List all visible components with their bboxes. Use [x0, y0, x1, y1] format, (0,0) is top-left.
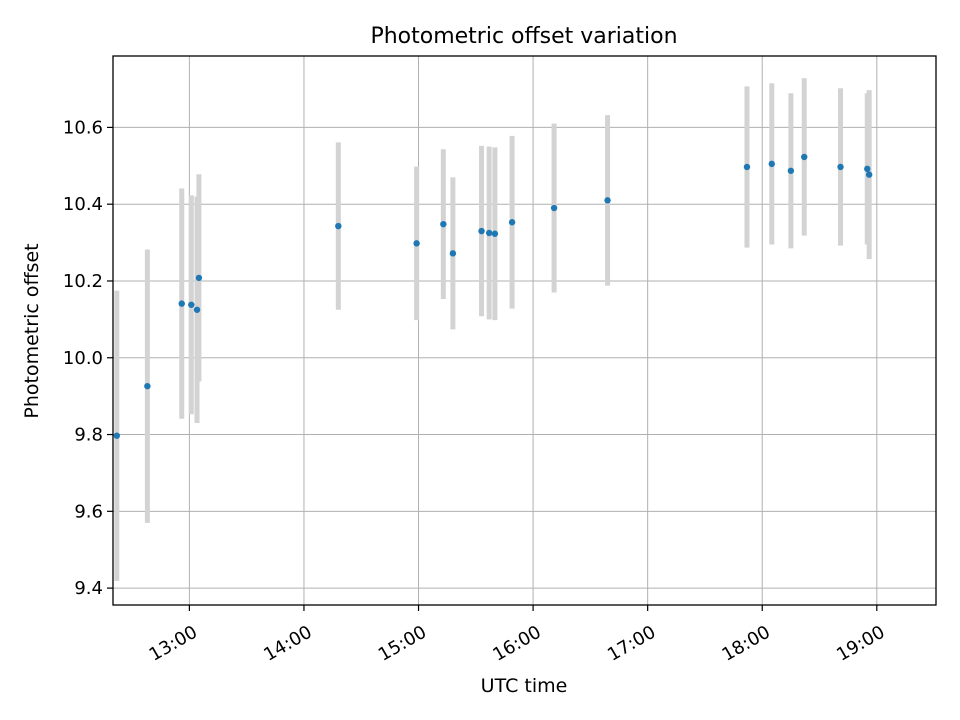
y-tick-label: 10.4 — [63, 194, 103, 215]
data-point — [508, 219, 516, 226]
data-point — [144, 382, 151, 390]
y-axis-ticks: 9.4 9.6 9.8 10.0 10.2 10.4 10.6 — [63, 117, 113, 599]
y-axis-label: Photometric offset — [21, 243, 43, 418]
data-point — [491, 230, 499, 237]
data-point — [440, 220, 447, 228]
data-point — [449, 250, 457, 257]
data-point — [550, 204, 558, 212]
data-point — [787, 167, 795, 174]
y-tick-label: 10.6 — [63, 117, 103, 138]
y-tick-label: 9.4 — [74, 578, 103, 599]
data-point — [768, 160, 775, 168]
y-tick-label: 10.0 — [63, 348, 103, 369]
data-point — [188, 301, 195, 308]
data-point — [485, 229, 493, 237]
data-point — [837, 163, 844, 171]
data-point — [478, 227, 485, 235]
data-point — [413, 240, 420, 247]
y-tick-label: 9.8 — [74, 425, 103, 446]
y-tick-label: 10.2 — [63, 271, 103, 292]
data-point — [113, 432, 121, 439]
data-point — [801, 153, 808, 161]
y-tick-label: 9.6 — [74, 501, 103, 522]
plot-frame — [112, 55, 937, 606]
data-point — [195, 274, 203, 282]
x-axis-label: UTC time — [481, 675, 568, 697]
data-point — [865, 171, 873, 178]
data-point — [743, 163, 751, 171]
data-point — [178, 300, 185, 307]
data-point — [193, 306, 201, 313]
data-point — [335, 222, 342, 230]
grid — [113, 56, 936, 605]
data-points — [113, 153, 873, 439]
data-point — [604, 197, 611, 204]
chart-title: Photometric offset variation — [370, 24, 677, 49]
data-point — [864, 165, 871, 173]
